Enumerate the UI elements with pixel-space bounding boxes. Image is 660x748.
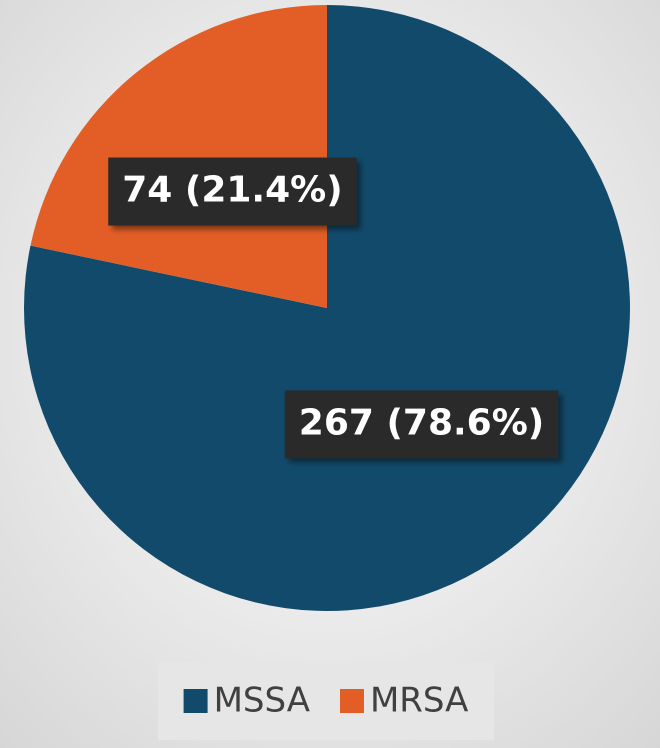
legend-swatch [339,689,364,713]
data-label: 267 (78.6%) [299,402,544,443]
data-label: 74 (21.4%) [122,170,342,211]
pie [23,5,630,611]
pie-slice [30,5,327,308]
data-labels: 267 (78.6%) 74 (21.4%) [108,157,559,459]
legend-item: MRSA [339,681,468,721]
data-label-box [108,157,357,226]
legend-items: MSSA MRSA [183,681,468,721]
data-label-group: 267 (78.6%) [284,390,559,459]
legend [158,662,494,740]
legend-swatch [183,689,208,713]
legend-label: MRSA [370,681,468,721]
data-label-box [284,390,559,459]
data-label-group: 74 (21.4%) [108,157,357,226]
legend-item: MSSA [183,681,310,721]
legend-label: MSSA [214,681,310,721]
